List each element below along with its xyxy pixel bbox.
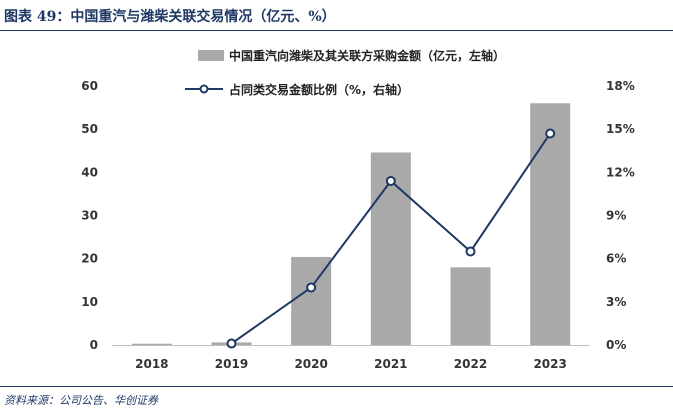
legend-line-marker [199,84,209,94]
y-tick-label: 20 [81,252,98,266]
source-rule [0,386,673,387]
line-series [226,128,556,349]
title-rule [0,30,673,31]
y-tick-label: 10 [81,295,98,309]
y2-tick-label: 6% [606,252,626,266]
y-tick-label: 30 [81,209,98,223]
x-tick-label: 2022 [454,357,487,371]
y2-tick-label: 15% [606,122,635,136]
point-2021 [385,175,396,186]
right-axis-ticks: 0% 3% 6% 9% 12% 15% 18% [606,79,635,352]
point-2019 [226,338,237,349]
x-tick-label: 2023 [533,357,566,371]
legend: 中国重汽向潍柴及其关联方采购金额（亿元，左轴） 占同类交易金额比例（%，右轴） [185,48,505,97]
left-axis-ticks: 0 10 20 30 40 50 60 [81,79,98,352]
bar-2020 [291,256,332,345]
x-axis-ticks: 2018 2019 2020 2021 2022 2023 [135,357,567,371]
y2-tick-label: 9% [606,209,626,223]
bar-2022 [450,267,491,345]
bar-2018 [131,343,172,345]
x-tick-label: 2020 [294,357,327,371]
source-note: 资料来源：公司公告、华创证券 [4,394,158,407]
x-tick-label: 2018 [135,357,168,371]
point-2022 [465,246,476,257]
y2-tick-label: 0% [606,338,626,352]
point-2023 [545,128,556,139]
y2-tick-label: 3% [606,295,626,309]
figure-title: 图表 49：中国重汽与潍柴关联交易情况（亿元、%） [4,9,336,25]
y-tick-label: 0 [90,338,98,352]
y2-tick-label: 18% [606,79,635,93]
point-2020 [306,282,317,293]
legend-line-label: 占同类交易金额比例（%，右轴） [229,82,409,97]
y-tick-label: 50 [81,122,98,136]
legend-bar-label: 中国重汽向潍柴及其关联方采购金额（亿元，左轴） [229,48,505,63]
legend-bar-swatch [198,50,224,61]
x-tick-label: 2021 [374,357,407,371]
x-tick-label: 2019 [215,357,248,371]
bar-2023 [530,103,571,346]
combo-chart: 中国重汽向潍柴及其关联方采购金额（亿元，左轴） 占同类交易金额比例（%，右轴） … [81,48,635,371]
y2-tick-label: 12% [606,165,635,179]
y-tick-label: 40 [81,165,98,179]
y-tick-label: 60 [81,79,98,93]
bar-series [131,103,571,346]
